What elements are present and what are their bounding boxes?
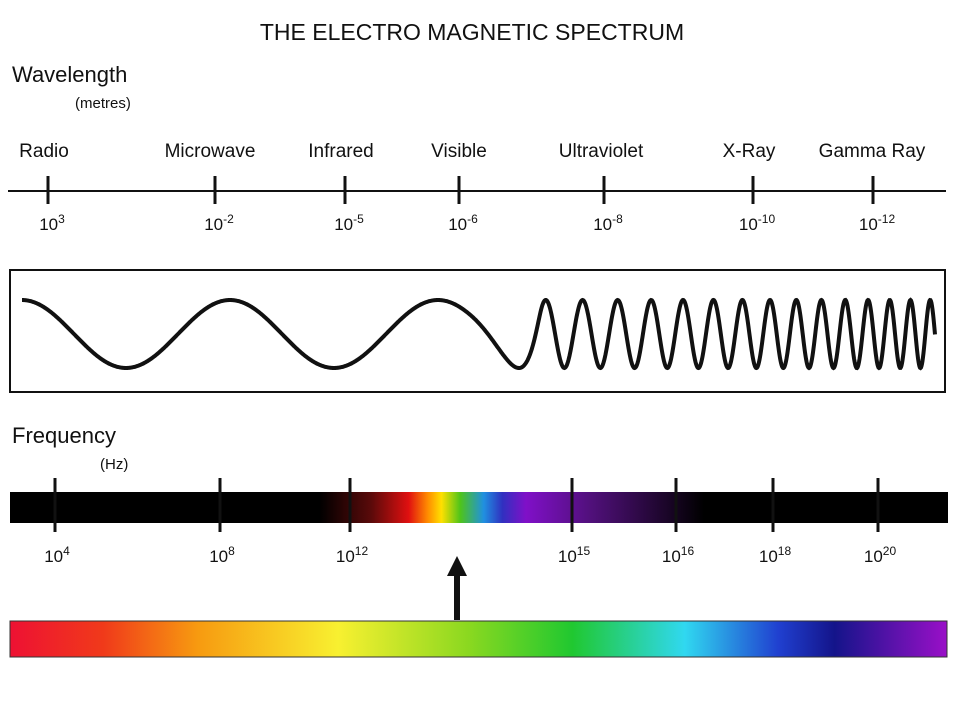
tick-label: 1012: [336, 544, 369, 566]
tick-exponent: 15: [577, 544, 591, 558]
tick-exponent: -12: [878, 212, 896, 226]
tick-base: 10: [662, 547, 681, 566]
tick-exponent: 16: [681, 544, 695, 558]
frequency-label: Frequency: [12, 423, 116, 448]
band-label: Infrared: [308, 141, 373, 162]
tick-label: 10-8: [593, 212, 623, 234]
tick-exponent: 3: [58, 212, 65, 226]
wavelength-unit: (metres): [75, 95, 131, 112]
tick-label: 10-2: [204, 212, 234, 234]
title: THE ELECTRO MAGNETIC SPECTRUM: [260, 19, 684, 45]
tick-base: 10: [593, 215, 612, 234]
band-label: Microwave: [165, 141, 256, 162]
tick-label: 10-5: [334, 212, 364, 234]
tick-label: 108: [209, 544, 235, 566]
band-label: X-Ray: [723, 141, 776, 162]
tick-base: 10: [739, 215, 758, 234]
tick-base: 10: [864, 547, 883, 566]
tick-exponent: -8: [612, 212, 623, 226]
tick-exponent: 4: [63, 544, 70, 558]
tick-base: 10: [204, 215, 223, 234]
tick-base: 10: [39, 215, 58, 234]
band-label: Ultraviolet: [559, 141, 644, 162]
tick-exponent: 8: [228, 544, 235, 558]
spectrum-bar: [10, 492, 948, 523]
tick-exponent: -6: [467, 212, 478, 226]
arrow-head: [447, 556, 467, 576]
tick-exponent: 12: [355, 544, 369, 558]
tick-exponent: 20: [883, 544, 897, 558]
tick-base: 10: [334, 215, 353, 234]
tick-label: 1018: [759, 544, 792, 566]
tick-exponent: -5: [353, 212, 364, 226]
tick-base: 10: [336, 547, 355, 566]
tick-exponent: 18: [778, 544, 792, 558]
wave: [22, 297, 937, 371]
tick-label: 10-10: [739, 212, 776, 234]
tick-exponent: -2: [223, 212, 234, 226]
tick-label: 104: [44, 544, 70, 566]
frequency-unit: (Hz): [100, 456, 128, 473]
tick-base: 10: [448, 215, 467, 234]
tick-label: 10-12: [859, 212, 896, 234]
tick-base: 10: [558, 547, 577, 566]
tick-label: 1020: [864, 544, 897, 566]
tick-base: 10: [859, 215, 878, 234]
tick-label: 103: [39, 212, 65, 234]
band-label: Gamma Ray: [819, 141, 926, 162]
tick-label: 10-6: [448, 212, 478, 234]
tick-base: 10: [209, 547, 228, 566]
band-label: Visible: [431, 141, 487, 162]
tick-label: 1015: [558, 544, 591, 566]
tick-base: 10: [44, 547, 63, 566]
visible-spectrum-bar: [9, 620, 948, 658]
band-label: Radio: [19, 141, 69, 162]
tick-label: 1016: [662, 544, 695, 566]
wavelength-label: Wavelength: [12, 62, 127, 87]
wave-box: [9, 269, 946, 393]
tick-exponent: -10: [758, 212, 776, 226]
tick-base: 10: [759, 547, 778, 566]
